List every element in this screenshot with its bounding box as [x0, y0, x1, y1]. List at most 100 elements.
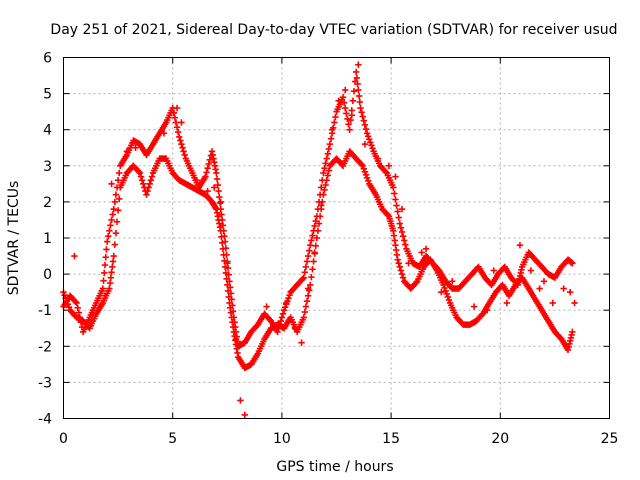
data-point: [310, 258, 317, 265]
data-point: [347, 116, 354, 124]
x-tick-label: 5: [168, 431, 177, 447]
data-point: [291, 325, 299, 332]
data-point: [237, 397, 244, 404]
data-point: [310, 227, 317, 234]
data-point: [324, 150, 331, 157]
data-point: [99, 285, 107, 292]
data-point: [352, 68, 360, 76]
data-point: [77, 319, 85, 326]
data-point: [101, 292, 109, 299]
y-tick-labels: -4 -3 -2 -1 0 1 2 3 4 5 6: [38, 51, 52, 428]
data-point: [540, 278, 548, 285]
data-point: [177, 137, 184, 144]
data-point: [322, 181, 329, 189]
data-point: [274, 328, 281, 336]
data-point: [220, 227, 227, 234]
data-point: [174, 128, 182, 136]
data-point: [340, 99, 348, 106]
data-point: [355, 61, 362, 68]
data-point: [358, 161, 365, 168]
data-point: [385, 162, 393, 169]
data-point: [571, 299, 578, 307]
data-point: [320, 169, 327, 177]
data-point: [363, 130, 371, 137]
data-point: [315, 220, 323, 227]
data-point: [393, 202, 400, 209]
data-point: [325, 167, 333, 174]
y-tick-label: 3: [43, 159, 52, 175]
data-point: [299, 275, 306, 283]
series-1: [60, 148, 576, 372]
data-point: [109, 263, 116, 271]
data-point: [321, 165, 328, 172]
data-point: [362, 171, 370, 179]
data-point: [217, 205, 224, 213]
data-point: [312, 242, 319, 250]
data-point: [319, 177, 326, 184]
data-point: [111, 241, 119, 248]
data-point: [364, 177, 372, 185]
data-point: [422, 245, 430, 253]
data-point: [300, 314, 307, 321]
data-point: [160, 130, 168, 137]
data-point: [384, 211, 392, 219]
data-point: [328, 126, 336, 133]
data-point: [110, 205, 117, 213]
data-point: [178, 119, 185, 126]
x-tick-label: 25: [601, 431, 619, 447]
data-point: [395, 214, 402, 221]
data-point: [114, 207, 122, 214]
data-point: [229, 302, 236, 309]
data-point: [440, 281, 447, 289]
data-point: [360, 117, 367, 124]
data-point: [442, 287, 449, 295]
data-point: [350, 87, 358, 95]
data-point: [218, 211, 225, 218]
data-point: [301, 308, 309, 316]
data-point: [536, 285, 543, 292]
series-2: [60, 68, 576, 350]
data-point: [324, 172, 331, 179]
data-point: [227, 290, 235, 297]
data-point: [138, 177, 146, 184]
data-point: [356, 98, 363, 106]
y-tick-label: 4: [43, 123, 52, 139]
data-point: [114, 177, 122, 184]
data-point: [108, 180, 115, 188]
data-point: [392, 196, 399, 203]
data-point: [65, 303, 73, 311]
data-point: [145, 184, 152, 191]
grid: [63, 57, 610, 419]
data-point: [102, 254, 109, 261]
data-point: [413, 279, 420, 286]
data-point: [394, 256, 401, 263]
data-point: [362, 125, 370, 133]
y-axis-label: SDTVAR / TECUs: [6, 181, 22, 296]
data-point: [326, 140, 334, 148]
data-point: [335, 97, 342, 105]
data-point: [115, 195, 123, 203]
data-point: [363, 174, 371, 182]
data-point: [344, 115, 351, 123]
data-point: [441, 284, 448, 292]
x-tick-label: 20: [491, 431, 509, 447]
x-tick-label: 0: [59, 431, 68, 447]
data-point: [213, 169, 220, 177]
data-point: [311, 249, 318, 256]
data-point: [101, 269, 108, 277]
data-point: [398, 205, 406, 213]
data-point: [71, 252, 78, 260]
data-point: [349, 97, 357, 105]
data-point: [109, 211, 116, 218]
data-point: [210, 184, 218, 191]
data-point: [359, 113, 366, 120]
y-tick-label: 1: [43, 231, 52, 247]
data-point: [569, 328, 576, 336]
data-point: [136, 169, 144, 177]
data-point: [110, 252, 117, 260]
data-point: [399, 274, 407, 281]
data-point: [148, 173, 156, 180]
y-tick-label: -4: [38, 412, 52, 428]
data-point: [325, 145, 333, 153]
data-point: [361, 121, 369, 129]
